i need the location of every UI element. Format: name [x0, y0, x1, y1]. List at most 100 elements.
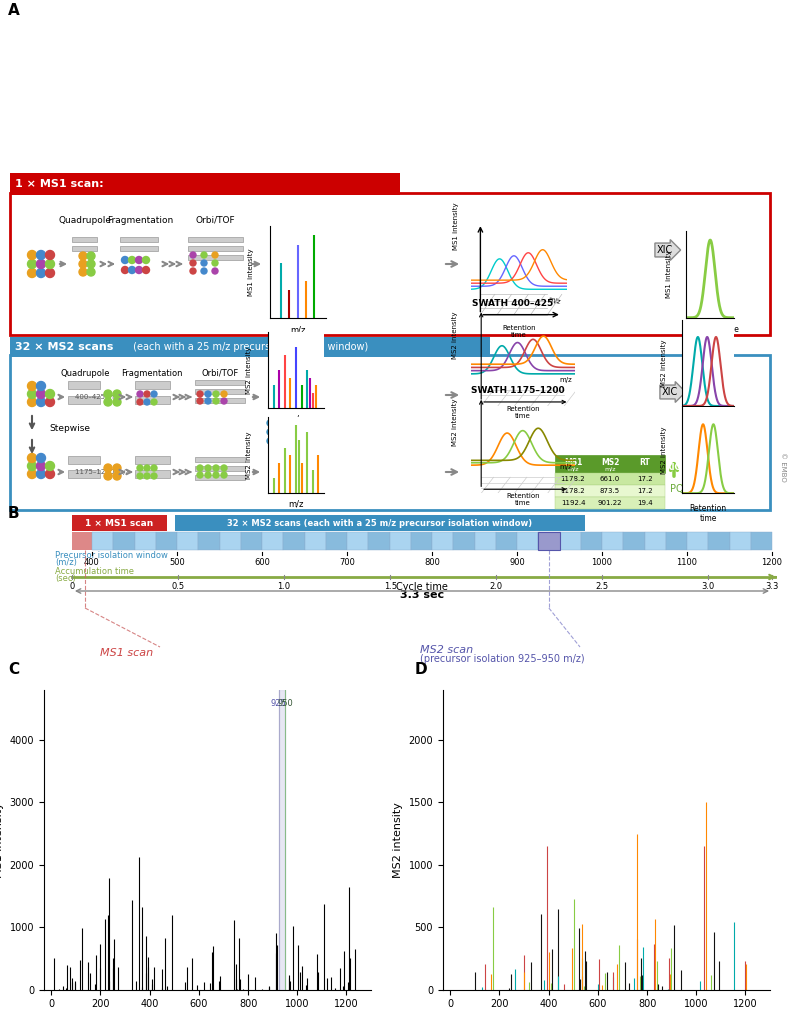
Circle shape [143, 267, 149, 273]
Text: SWATH 400–425: SWATH 400–425 [472, 298, 553, 308]
Text: 925: 925 [271, 698, 286, 707]
Circle shape [267, 438, 273, 444]
Text: 873.5: 873.5 [600, 488, 620, 494]
Text: A: A [8, 2, 20, 17]
Circle shape [201, 268, 207, 274]
Text: 1200: 1200 [761, 558, 783, 567]
Bar [411, 532, 432, 550]
Text: Stepwise: Stepwise [49, 423, 90, 432]
Circle shape [190, 268, 196, 274]
Text: 400–425 m/z: 400–425 m/z [75, 394, 120, 400]
Text: Retention
time: Retention time [506, 493, 539, 506]
Bar [135, 532, 156, 550]
Circle shape [221, 398, 227, 404]
Circle shape [27, 470, 37, 478]
Text: Retention
time: Retention time [506, 406, 539, 419]
Bar [432, 532, 453, 550]
Text: m/z: m/z [547, 296, 561, 306]
Circle shape [212, 260, 218, 266]
Circle shape [190, 252, 196, 258]
Bar [751, 532, 772, 550]
Circle shape [37, 260, 45, 269]
Circle shape [267, 420, 273, 426]
Circle shape [104, 398, 112, 406]
Text: RT: RT [639, 458, 650, 467]
Circle shape [37, 269, 45, 277]
Circle shape [37, 251, 45, 260]
Bar [538, 532, 559, 550]
Bar [195, 457, 245, 462]
Bar [326, 532, 347, 550]
Y-axis label: MS2 intensity: MS2 intensity [247, 431, 252, 479]
Circle shape [151, 465, 157, 471]
Bar [68, 396, 100, 404]
Circle shape [221, 465, 227, 471]
Text: m/z: m/z [604, 467, 616, 472]
Circle shape [27, 454, 37, 463]
Circle shape [136, 267, 143, 273]
Circle shape [197, 472, 203, 478]
Circle shape [27, 382, 37, 391]
Circle shape [151, 391, 157, 397]
Circle shape [37, 454, 45, 463]
Circle shape [87, 260, 95, 268]
Circle shape [27, 269, 37, 277]
Circle shape [79, 268, 87, 276]
Bar [120, 236, 158, 242]
Bar [10, 193, 770, 335]
Text: 600: 600 [254, 558, 270, 567]
Text: 3.3 sec: 3.3 sec [400, 590, 444, 600]
Circle shape [37, 390, 45, 399]
Bar [241, 532, 262, 550]
Text: 950: 950 [277, 698, 293, 707]
X-axis label: m/z: m/z [288, 499, 304, 509]
Circle shape [144, 473, 150, 479]
Text: XIC: XIC [657, 245, 674, 255]
Bar [389, 532, 411, 550]
Text: 1.5: 1.5 [384, 582, 397, 591]
Circle shape [137, 465, 143, 471]
Circle shape [205, 391, 211, 397]
Circle shape [197, 465, 203, 471]
Circle shape [37, 462, 45, 471]
Text: Accumulation time: Accumulation time [55, 566, 134, 576]
Bar [555, 497, 665, 509]
Bar [453, 532, 475, 550]
Circle shape [212, 252, 218, 258]
Circle shape [221, 391, 227, 397]
Text: PQPs: PQPs [670, 484, 694, 494]
Circle shape [45, 260, 54, 269]
Text: Precursor isolation window: Precursor isolation window [55, 550, 168, 559]
Circle shape [137, 473, 143, 479]
Circle shape [27, 462, 37, 471]
Bar [195, 466, 245, 471]
Circle shape [87, 268, 95, 276]
Text: m/z: m/z [559, 377, 571, 383]
Text: 32 × MS2 scans: 32 × MS2 scans [15, 342, 113, 352]
Bar [475, 532, 496, 550]
Text: 0: 0 [69, 582, 75, 591]
Text: (m/z): (m/z) [55, 557, 77, 566]
Circle shape [205, 398, 211, 404]
Circle shape [212, 268, 218, 274]
Text: 1192.4: 1192.4 [561, 500, 585, 506]
Bar [135, 470, 170, 478]
Text: 1178.2: 1178.2 [561, 476, 585, 482]
Y-axis label: MS2 intensity: MS2 intensity [661, 426, 666, 474]
Circle shape [197, 391, 203, 397]
Bar [602, 532, 623, 550]
Bar [623, 532, 645, 550]
Bar [538, 532, 559, 550]
Text: 19.4: 19.4 [637, 500, 653, 506]
Bar [279, 690, 285, 990]
Bar [68, 456, 100, 464]
Bar [177, 532, 198, 550]
Bar [92, 532, 113, 550]
Circle shape [267, 429, 273, 435]
Text: B: B [8, 505, 20, 521]
Y-axis label: MS2 intensity: MS2 intensity [393, 802, 403, 878]
Text: m/z: m/z [559, 464, 571, 470]
Circle shape [205, 472, 211, 478]
Circle shape [79, 260, 87, 268]
Text: 2.0: 2.0 [490, 582, 503, 591]
